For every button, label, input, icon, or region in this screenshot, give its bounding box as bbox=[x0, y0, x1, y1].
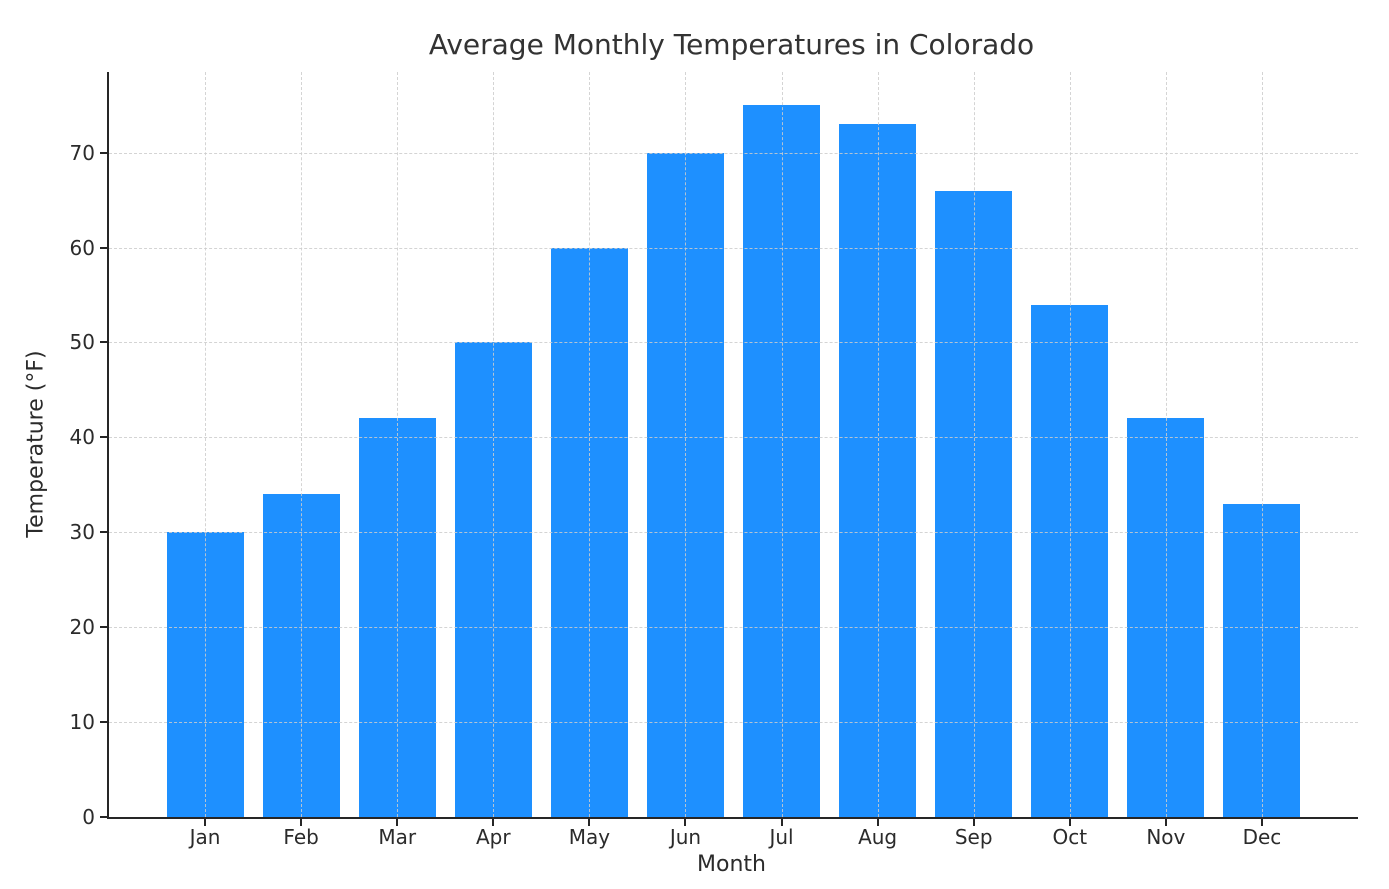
x-tick-label: Apr bbox=[475, 825, 511, 849]
x-tick-mark bbox=[876, 819, 879, 826]
bar-aug bbox=[839, 124, 917, 817]
y-tick-mark bbox=[100, 341, 107, 344]
x-gridline bbox=[589, 72, 591, 817]
x-gridline bbox=[397, 72, 399, 817]
y-gridline bbox=[109, 152, 1358, 154]
y-tick-label: 50 bbox=[69, 330, 95, 355]
y-tick-mark bbox=[100, 626, 107, 629]
y-gridline bbox=[109, 247, 1358, 249]
x-gridline bbox=[1165, 72, 1167, 817]
x-gridline bbox=[493, 72, 495, 817]
y-tick-label: 20 bbox=[69, 615, 95, 640]
y-tick-mark bbox=[100, 436, 107, 439]
x-tick-label: Mar bbox=[378, 825, 417, 849]
x-tick-mark bbox=[204, 819, 207, 826]
x-tick-label: Sep bbox=[954, 825, 993, 849]
bar-oct bbox=[1031, 304, 1109, 817]
x-gridline bbox=[973, 72, 975, 817]
bar-jun bbox=[647, 152, 724, 817]
x-tick-mark bbox=[1260, 819, 1263, 826]
x-gridline bbox=[781, 72, 783, 817]
bar-sep bbox=[935, 190, 1013, 817]
x-tick-label: Nov bbox=[1146, 825, 1186, 849]
y-tick-label: 0 bbox=[82, 805, 95, 829]
y-tick-label: 60 bbox=[69, 235, 95, 260]
y-tick-label: 70 bbox=[69, 140, 95, 165]
y-gridline bbox=[109, 342, 1358, 344]
x-tick-label: Oct bbox=[1052, 825, 1088, 849]
x-tick-label: May bbox=[568, 825, 611, 849]
y-gridline bbox=[109, 532, 1358, 534]
x-gridline bbox=[301, 72, 303, 817]
x-gridline bbox=[877, 72, 879, 817]
x-gridline bbox=[685, 72, 687, 817]
x-tick-mark bbox=[1164, 819, 1167, 826]
x-tick-mark bbox=[588, 819, 591, 826]
x-tick-mark bbox=[300, 819, 303, 826]
x-tick-label: Feb bbox=[283, 825, 319, 849]
x-tick-label: Dec bbox=[1242, 825, 1282, 849]
bar-nov bbox=[1127, 418, 1205, 817]
x-tick-label: Jun bbox=[669, 825, 702, 849]
x-tick-mark bbox=[1068, 819, 1071, 826]
y-tick-label: 30 bbox=[69, 520, 95, 545]
x-axis-label: Month bbox=[697, 852, 766, 877]
y-gridline bbox=[109, 722, 1358, 724]
y-tick-mark bbox=[100, 721, 107, 724]
x-gridline bbox=[1261, 72, 1263, 817]
y-tick-mark bbox=[100, 531, 107, 534]
y-tick-label: 40 bbox=[69, 425, 95, 450]
bar-dec bbox=[1223, 503, 1301, 817]
x-tick-label: Jan bbox=[189, 825, 221, 849]
plot-area: 0 10 20 30 40 50 60 70 Jan Feb Mar Apr May Jun Jul Aug S… bbox=[70, 72, 1358, 849]
x-tick-label: Aug bbox=[858, 825, 898, 849]
x-gridline bbox=[1069, 72, 1071, 817]
x-tick-mark bbox=[780, 819, 783, 826]
y-gridline bbox=[109, 627, 1358, 629]
x-tick-mark bbox=[396, 819, 399, 826]
x-tick-mark bbox=[492, 819, 495, 826]
chart-title: Average Monthly Temperatures in Colorado bbox=[428, 28, 1035, 61]
x-tick-label: Jul bbox=[769, 825, 794, 849]
x-tick-mark bbox=[684, 819, 687, 826]
y-tick-mark bbox=[100, 816, 107, 818]
y-gridline bbox=[109, 437, 1358, 439]
x-tick-mark bbox=[972, 819, 975, 826]
bar-jul bbox=[743, 105, 820, 817]
y-tick-label: 10 bbox=[69, 710, 95, 735]
y-tick-mark bbox=[100, 151, 107, 154]
y-tick-mark bbox=[100, 246, 107, 249]
x-gridline bbox=[205, 72, 207, 817]
